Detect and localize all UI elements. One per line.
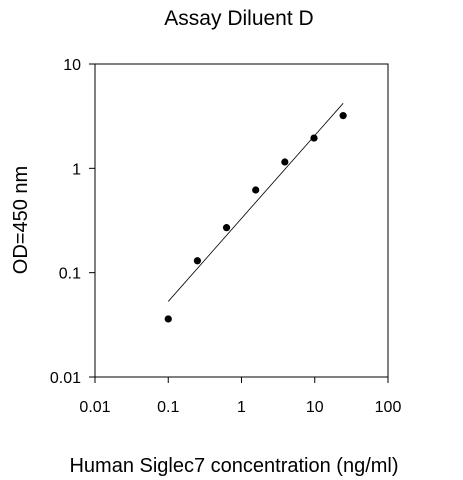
y-axis: 0.01 0.1 1 10 (50, 57, 95, 387)
y-tick-label: 10 (63, 57, 81, 74)
plot-frame (94, 63, 389, 378)
x-tick-label: 0.1 (157, 399, 179, 416)
x-axis-label: Human Siglec7 concentration (ng/ml) (69, 455, 398, 477)
data-point (252, 186, 260, 194)
x-tick-label: 100 (375, 399, 402, 416)
y-tick-label: 0.1 (59, 266, 81, 283)
data-point (339, 112, 347, 120)
y-axis-label: OD=450 nm (10, 166, 32, 274)
data-point (281, 158, 289, 166)
x-axis: 0.01 0.1 1 10 100 (79, 377, 401, 416)
chart-title: Assay Diluent D (164, 7, 313, 30)
data-points (164, 112, 347, 323)
x-tick-label: 0.01 (79, 399, 110, 416)
data-point (222, 224, 231, 232)
y-tick-label: 0.01 (50, 370, 81, 387)
x-tick-label: 10 (306, 399, 324, 416)
data-point (193, 257, 201, 265)
data-point (310, 134, 318, 142)
data-point (164, 315, 172, 323)
x-tick-label: 1 (237, 399, 246, 416)
fit-line (167, 103, 344, 302)
y-tick-label: 1 (72, 161, 81, 178)
